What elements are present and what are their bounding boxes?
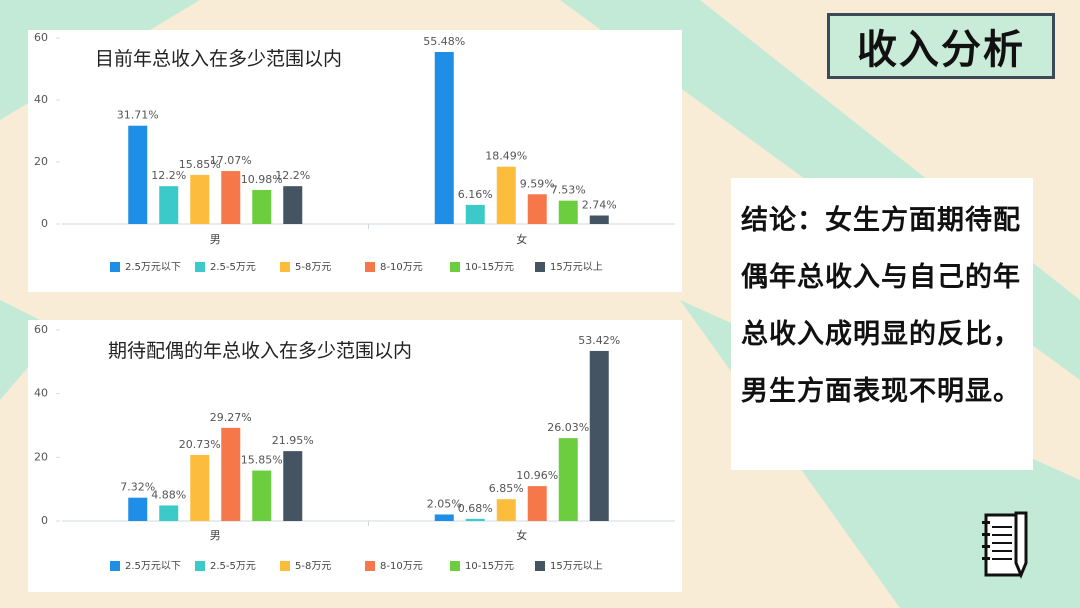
legend-label: 2.5万元以下: [125, 561, 181, 572]
value-label: 7.32%: [120, 481, 155, 494]
bar: [558, 438, 578, 521]
bar: [159, 186, 179, 224]
value-label: 21.95%: [272, 434, 314, 447]
bar: [558, 200, 578, 224]
legend-label: 2.5-5万元: [210, 561, 256, 572]
chart-title: 期待配偶的年总收入在多少范围以内: [108, 340, 412, 362]
value-label: 12.2%: [275, 169, 310, 182]
chart-title: 目前年总收入在多少范围以内: [95, 48, 342, 70]
value-label: 18.49%: [485, 150, 527, 163]
conclusion: 结论：女生方面期待配偶年总收入与自己的年总收入成明显的反比，男生方面表现不明显。: [731, 178, 1033, 470]
notebook-icon: [982, 511, 1028, 579]
value-label: 29.27%: [210, 411, 252, 424]
value-label: 6.16%: [458, 188, 493, 201]
x-tick-label: 女: [516, 232, 527, 246]
legend-label: 15万元以上: [550, 261, 603, 273]
bar: [589, 215, 609, 224]
legend-label: 5-8万元: [295, 262, 331, 273]
legend-label: 10-15万元: [465, 262, 514, 273]
bar: [283, 451, 303, 521]
legend-swatch: [110, 262, 120, 272]
value-label: 0.68%: [458, 502, 493, 515]
legend-swatch: [195, 561, 205, 571]
legend-label: 8-10万元: [380, 262, 423, 273]
legend-label: 8-10万元: [380, 561, 423, 572]
value-label: 2.05%: [427, 497, 462, 510]
value-label: 31.71%: [117, 109, 159, 122]
value-label: 53.42%: [578, 334, 620, 347]
y-tick-label: 60: [34, 323, 48, 336]
bar: [465, 204, 485, 224]
bar: [434, 52, 454, 225]
value-label: 2.74%: [582, 199, 617, 212]
legend-swatch: [450, 262, 460, 272]
value-label: 26.03%: [547, 421, 589, 434]
bar: [496, 166, 516, 224]
x-tick-label: 男: [210, 529, 221, 542]
bar: [252, 470, 272, 521]
legend-swatch: [195, 262, 205, 272]
value-label: 7.53%: [551, 184, 586, 197]
value-label: 10.98%: [241, 173, 283, 186]
x-tick-label: 女: [516, 528, 527, 542]
legend-label: 5-8万元: [295, 561, 331, 572]
value-label: 10.96%: [516, 469, 558, 482]
value-label: 17.07%: [210, 154, 252, 167]
value-label: 55.48%: [423, 35, 465, 48]
legend-swatch: [280, 262, 290, 272]
value-label: 6.85%: [489, 482, 524, 495]
bar: [252, 189, 272, 224]
legend-swatch: [535, 561, 545, 571]
legend-label: 10-15万元: [465, 561, 514, 572]
y-tick-label: 40: [34, 387, 48, 400]
value-label: 12.2%: [151, 169, 186, 182]
value-label: 15.85%: [179, 158, 221, 171]
bar: [434, 514, 454, 521]
legend-swatch: [535, 262, 545, 272]
y-tick-label: 20: [34, 155, 48, 168]
bar: [128, 125, 148, 224]
value-label: 4.88%: [151, 488, 186, 501]
bar: [283, 186, 303, 224]
bar: [589, 350, 609, 521]
bar: [128, 497, 148, 521]
legend-label: 2.5万元以下: [125, 262, 181, 273]
slide-title: 收入分析: [827, 13, 1055, 79]
bar: [221, 427, 241, 521]
y-tick-label: 40: [34, 93, 48, 106]
bar: [221, 171, 241, 224]
bar: [527, 194, 547, 224]
value-label: 20.73%: [179, 438, 221, 451]
y-tick-label: 0: [41, 217, 48, 230]
bar: [190, 174, 210, 224]
legend-label: 2.5-5万元: [210, 262, 256, 273]
bar: [159, 505, 179, 521]
y-tick-label: 20: [34, 450, 48, 463]
bar: [527, 486, 547, 521]
legend-swatch: [110, 561, 120, 571]
y-tick-label: 0: [41, 514, 48, 527]
bar: [496, 499, 516, 521]
bar: [465, 518, 485, 521]
legend-swatch: [450, 561, 460, 571]
legend-swatch: [365, 561, 375, 571]
value-label: 9.59%: [520, 177, 555, 190]
value-label: 15.85%: [241, 454, 283, 467]
legend-label: 15万元以上: [550, 560, 603, 572]
legend-swatch: [280, 561, 290, 571]
y-tick-label: 60: [34, 31, 48, 44]
legend-swatch: [365, 262, 375, 272]
x-tick-label: 男: [210, 233, 221, 246]
bar: [190, 455, 210, 521]
